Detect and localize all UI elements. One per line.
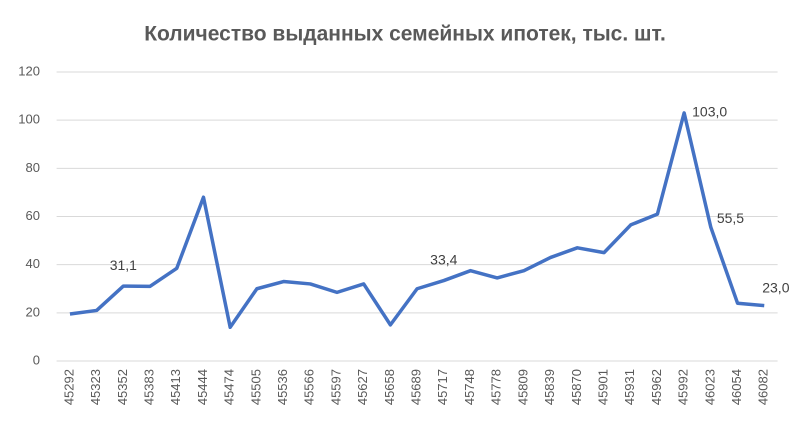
x-tick-label: 45839 (542, 369, 557, 405)
x-tick-label: 46054 (729, 369, 744, 405)
x-tick-label: 45901 (595, 369, 610, 405)
x-tick-label: 45962 (649, 369, 664, 405)
x-tick-label: 45627 (355, 369, 370, 405)
y-tick-label: 20 (26, 304, 40, 319)
x-tick-label: 45352 (115, 369, 130, 405)
y-tick-label: 40 (26, 256, 40, 271)
x-tick-label: 45717 (435, 369, 450, 405)
x-tick-label: 45689 (409, 369, 424, 405)
data-label: 33,4 (430, 251, 457, 267)
line-series (69, 111, 765, 330)
y-tick-label: 100 (18, 112, 40, 127)
x-tick-label: 45536 (275, 369, 290, 405)
x-tick-label: 45748 (462, 369, 477, 405)
x-tick-label: 45992 (676, 369, 691, 405)
data-label: 55,5 (717, 210, 744, 226)
x-tick-label: 45444 (195, 369, 210, 405)
y-tick-label: 0 (33, 352, 40, 367)
x-tick-label: 45931 (622, 369, 637, 405)
x-tick-label: 46023 (702, 369, 717, 405)
x-tick-label: 45566 (302, 369, 317, 405)
x-tick-label: 45383 (142, 369, 157, 405)
data-label: 23,0 (762, 279, 789, 295)
x-tick-label: 45870 (569, 369, 584, 405)
x-tick-label: 45292 (61, 369, 76, 405)
x-tick-label: 45597 (328, 369, 343, 405)
y-tick-label: 60 (26, 208, 40, 223)
x-tick-label: 45658 (382, 369, 397, 405)
y-tick-label: 120 (18, 63, 40, 78)
x-tick-label: 45505 (248, 369, 263, 405)
x-tick-label: 45778 (489, 369, 504, 405)
data-label: 31,1 (110, 257, 137, 273)
chart-title: Количество выданных семейных ипотек, тыс… (144, 23, 666, 46)
x-tick-label: 45474 (222, 369, 237, 405)
x-tick-label: 45323 (88, 369, 103, 405)
x-tick-label: 45413 (168, 369, 183, 405)
y-tick-label: 80 (26, 160, 40, 175)
x-tick-label: 45809 (515, 369, 530, 405)
data-label: 103,0 (692, 104, 727, 120)
x-tick-label: 46082 (756, 369, 771, 405)
